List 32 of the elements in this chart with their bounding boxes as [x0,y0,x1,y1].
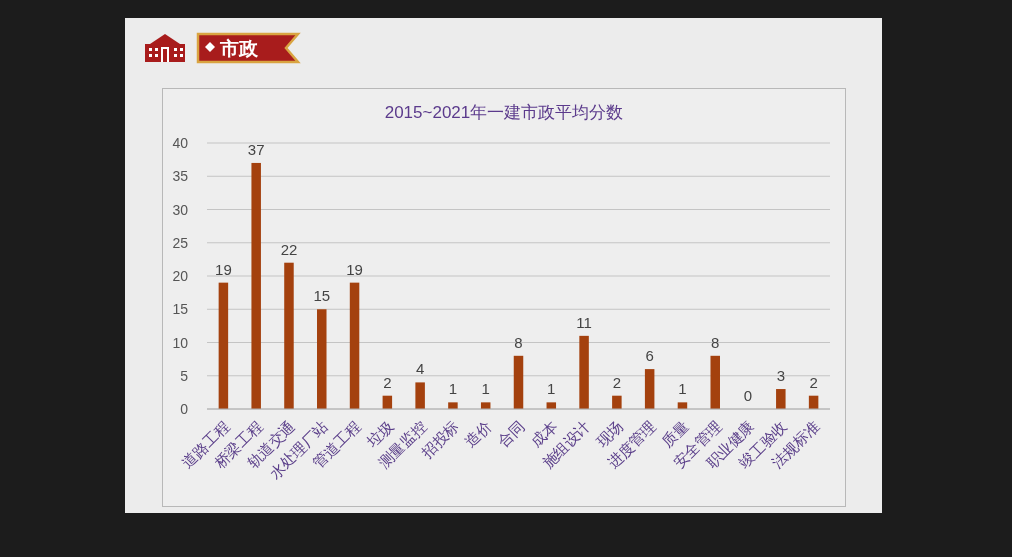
data-label: 4 [415,360,425,378]
xtick: 合同 [495,417,528,451]
ytick: 15 [172,301,188,318]
data-label: 8 [711,333,720,351]
data-label: 3 [776,367,785,385]
data-label: 0 [743,387,753,404]
data-label: 1 [547,380,556,398]
data-label: 22 [280,240,298,258]
ytick: 0 [180,401,188,417]
ytick: 5 [180,367,188,384]
ytick: 35 [172,168,188,185]
annotation: 市政 [220,38,258,59]
data-label: 6 [645,347,654,365]
data-label: 19 [346,260,363,278]
data-label: 1 [678,380,687,398]
ytick: 20 [172,268,188,284]
data-label: 1 [481,380,490,398]
xtick: 造价 [462,417,495,451]
ytick: 40 [172,135,188,151]
data-label: 1 [448,380,458,398]
data-label: 11 [576,313,592,331]
ytick: 10 [172,334,188,351]
ytick: 30 [172,201,188,218]
data-label: 15 [313,287,331,305]
data-label: 8 [514,333,523,351]
data-label: 2 [809,373,818,391]
data-label: 37 [247,140,265,158]
data-label: 19 [215,260,232,278]
ytick: 25 [172,234,188,251]
data-label: 2 [612,373,622,391]
title: 2015~2021年一建市政平均分数 [384,103,624,122]
data-label: 2 [383,373,392,391]
